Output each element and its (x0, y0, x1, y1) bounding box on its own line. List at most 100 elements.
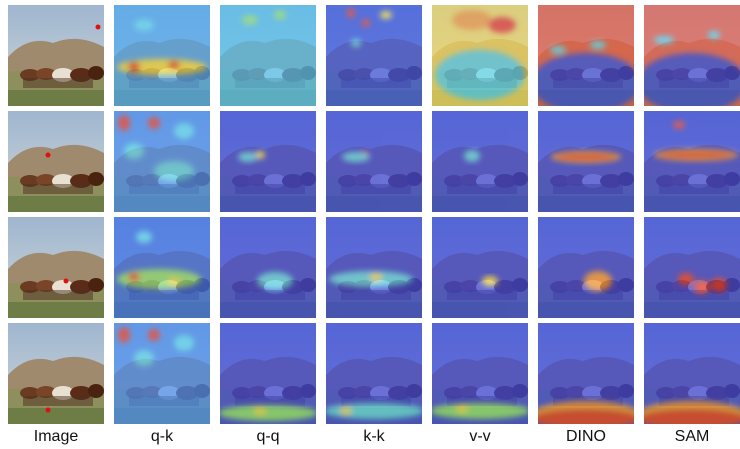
heatmap-base (432, 111, 528, 212)
column-label: k-k (363, 428, 385, 445)
heatmap-blobs (584, 271, 612, 291)
heat-blob (362, 19, 370, 27)
scene (8, 5, 104, 106)
heat-blob (452, 10, 492, 30)
heatmap-blobs (218, 405, 318, 421)
heat-blob (708, 31, 720, 39)
heatmap (531, 5, 641, 113)
column-label: Image (34, 428, 79, 445)
heat-blob (168, 278, 180, 286)
heatmap-base (220, 5, 316, 106)
attention-map (114, 111, 210, 212)
heat-blob (168, 61, 180, 69)
heat-blob (711, 278, 727, 292)
heatmap (220, 217, 316, 318)
heat-blob (673, 121, 685, 129)
attention-map (432, 111, 528, 212)
heatmap (538, 111, 634, 212)
heatmap-blobs (464, 150, 480, 162)
heat-blob (118, 327, 130, 343)
heat-blob (174, 123, 194, 139)
column-label: SAM (675, 428, 710, 445)
heatmap (326, 217, 422, 318)
heat-blob (148, 117, 160, 129)
heat-blob (482, 276, 498, 286)
heat-blob (531, 409, 641, 429)
heatmap (538, 217, 634, 318)
heat-blob (380, 11, 392, 19)
heat-blob (531, 53, 641, 113)
heat-blob (590, 41, 606, 49)
heat-blob (124, 143, 144, 159)
heat-blob (342, 152, 370, 162)
attention-map (220, 5, 316, 106)
heatmap-base (326, 111, 422, 212)
attention-map (326, 111, 422, 212)
heatmap-blobs (257, 272, 293, 290)
heatmap (432, 217, 528, 318)
heat-blob (678, 273, 694, 285)
heatmap-base (432, 217, 528, 318)
heatmap-base (644, 217, 740, 318)
heatmap (218, 323, 318, 424)
attention-map (644, 217, 740, 318)
heat-blob (174, 335, 194, 351)
heatmap (637, 5, 740, 113)
heatmap-base (326, 217, 422, 318)
input-image (8, 217, 104, 318)
heatmap-blobs (531, 401, 641, 429)
heatmap (432, 5, 528, 106)
heatmap (220, 5, 316, 106)
attention-map (531, 5, 641, 113)
attention-map (326, 217, 422, 318)
heatmap-blobs (430, 403, 530, 419)
heatmap (114, 111, 210, 212)
input-image (8, 5, 104, 106)
heat-blob (430, 403, 530, 419)
heatmap-base (644, 111, 740, 212)
scene (8, 111, 104, 212)
heat-blob (128, 62, 140, 72)
attention-map (218, 323, 318, 424)
heat-blob (351, 39, 361, 47)
scene (8, 217, 104, 318)
attention-map (432, 5, 528, 106)
heatmap-blobs (551, 151, 621, 163)
heatmap (114, 323, 210, 424)
attention-map (538, 111, 634, 212)
heat-blob (134, 350, 154, 366)
heatmap (114, 5, 210, 106)
page: Imageq-kq-qk-kv-vDINOSAM (() => { const … (0, 0, 740, 449)
heat-blob (136, 231, 152, 243)
heatmap-base (114, 5, 210, 106)
heatmap-blobs (324, 403, 424, 419)
heatmap-base (220, 217, 316, 318)
heat-blob (654, 36, 674, 44)
heatmap (644, 217, 740, 318)
heat-blob (370, 273, 382, 281)
heatmap-base (326, 5, 422, 106)
heat-blob (238, 152, 258, 162)
heat-blob (274, 10, 286, 20)
heat-blob (464, 150, 480, 162)
heatmap (220, 111, 316, 212)
heat-blob (254, 407, 266, 415)
attention-map (114, 217, 210, 318)
heatmap (430, 323, 530, 424)
attention-map (220, 111, 316, 212)
attention-map (637, 323, 740, 429)
heatmap-base (220, 111, 316, 212)
heatmap-base (114, 217, 210, 318)
heatmap (326, 5, 422, 106)
heatmap (432, 111, 528, 212)
query-point (46, 153, 51, 158)
heatmap (324, 323, 424, 424)
heatmap (114, 217, 210, 318)
heatmap-base (538, 217, 634, 318)
heat-blob (218, 405, 318, 421)
input-image (8, 111, 104, 212)
heatmap (531, 323, 641, 429)
heat-blob (658, 152, 734, 158)
heat-blob (584, 271, 612, 291)
